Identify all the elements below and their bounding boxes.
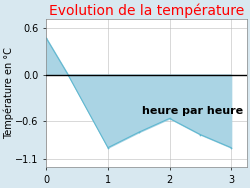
Text: heure par heure: heure par heure — [142, 106, 243, 116]
Y-axis label: Température en °C: Température en °C — [4, 47, 14, 139]
Title: Evolution de la température: Evolution de la température — [49, 3, 244, 18]
